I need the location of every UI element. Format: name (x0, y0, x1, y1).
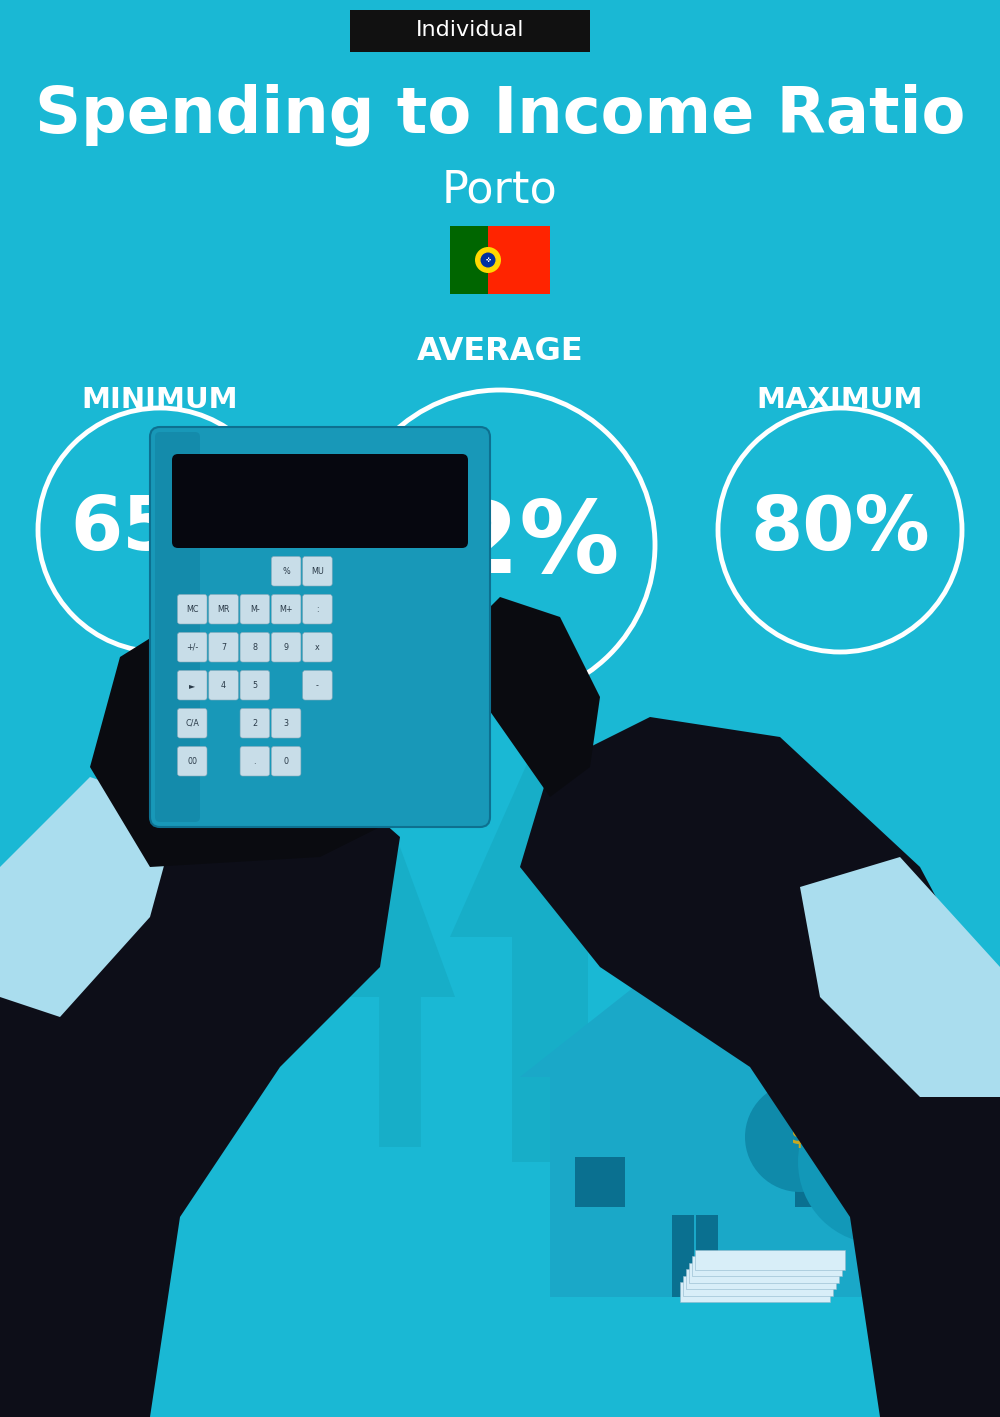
Text: 65%: 65% (70, 493, 250, 567)
FancyBboxPatch shape (271, 557, 301, 587)
FancyBboxPatch shape (303, 595, 332, 623)
Text: 0: 0 (284, 757, 289, 765)
Polygon shape (90, 606, 420, 867)
Text: 8: 8 (252, 643, 257, 652)
Text: 72%: 72% (380, 496, 620, 594)
FancyBboxPatch shape (271, 632, 301, 662)
FancyBboxPatch shape (350, 10, 590, 52)
Text: -: - (316, 680, 319, 690)
Bar (753, 932, 789, 942)
Polygon shape (520, 717, 1000, 1417)
Text: x: x (315, 643, 320, 652)
Text: 3: 3 (284, 718, 289, 728)
Bar (680, 1282, 830, 1302)
Circle shape (798, 1080, 962, 1244)
FancyBboxPatch shape (172, 453, 468, 548)
FancyBboxPatch shape (178, 632, 207, 662)
Bar (692, 1255, 842, 1275)
FancyBboxPatch shape (178, 670, 207, 700)
FancyBboxPatch shape (178, 708, 207, 738)
Bar (488, 225, 550, 293)
Bar (795, 1158, 845, 1207)
Text: ►: ► (189, 680, 195, 690)
Text: C/A: C/A (185, 718, 199, 728)
Bar (695, 1250, 845, 1270)
Circle shape (475, 247, 501, 273)
Bar (696, 1214, 718, 1297)
Bar (758, 937, 784, 992)
FancyBboxPatch shape (155, 432, 200, 822)
FancyBboxPatch shape (240, 708, 270, 738)
Text: MU: MU (311, 567, 324, 575)
FancyBboxPatch shape (303, 670, 332, 700)
Text: +/-: +/- (186, 643, 198, 652)
Bar (672, 1214, 694, 1297)
Text: M-: M- (250, 605, 260, 614)
Circle shape (745, 1083, 855, 1192)
Text: Porto: Porto (442, 169, 558, 211)
Text: 2: 2 (252, 718, 257, 728)
Text: Spending to Income Ratio: Spending to Income Ratio (35, 84, 965, 146)
Text: MC: MC (186, 605, 198, 614)
Polygon shape (460, 597, 600, 796)
Text: MR: MR (217, 605, 230, 614)
Polygon shape (450, 711, 650, 1162)
Polygon shape (345, 847, 455, 1146)
Bar (865, 1063, 895, 1085)
FancyBboxPatch shape (271, 595, 301, 623)
Text: Individual: Individual (416, 20, 524, 40)
Text: 9: 9 (284, 643, 289, 652)
Text: $: $ (791, 1125, 809, 1149)
Polygon shape (150, 537, 250, 638)
Text: 4: 4 (221, 680, 226, 690)
FancyBboxPatch shape (271, 708, 301, 738)
FancyBboxPatch shape (240, 632, 270, 662)
FancyBboxPatch shape (271, 747, 301, 777)
Text: $: $ (867, 1146, 894, 1185)
Polygon shape (520, 927, 900, 1077)
FancyBboxPatch shape (178, 595, 207, 623)
FancyBboxPatch shape (209, 670, 238, 700)
Text: .: . (254, 757, 256, 765)
FancyBboxPatch shape (240, 595, 270, 623)
Polygon shape (800, 857, 1000, 1097)
FancyBboxPatch shape (150, 427, 490, 828)
FancyBboxPatch shape (209, 595, 238, 623)
FancyBboxPatch shape (209, 632, 238, 662)
Text: AVERAGE: AVERAGE (417, 336, 583, 367)
Text: MINIMUM: MINIMUM (82, 385, 238, 414)
Text: %: % (282, 567, 290, 575)
Bar (686, 1270, 836, 1289)
FancyBboxPatch shape (303, 632, 332, 662)
Bar (450, 225, 488, 293)
Text: 00: 00 (187, 757, 197, 765)
FancyBboxPatch shape (178, 747, 207, 777)
Text: 80%: 80% (750, 493, 930, 567)
Text: :: : (316, 605, 319, 614)
Circle shape (480, 252, 496, 268)
Polygon shape (682, 792, 818, 1142)
Bar (575, 1158, 625, 1207)
Text: MAXIMUM: MAXIMUM (757, 385, 923, 414)
FancyBboxPatch shape (303, 557, 332, 587)
Text: 5: 5 (252, 680, 257, 690)
Bar (788, 1068, 812, 1087)
Text: M+: M+ (279, 605, 293, 614)
Bar (689, 1263, 839, 1282)
Polygon shape (0, 777, 180, 1017)
FancyBboxPatch shape (240, 747, 270, 777)
Text: 7: 7 (221, 643, 226, 652)
Text: ✜: ✜ (485, 258, 491, 262)
Bar (683, 1275, 833, 1295)
Bar (550, 1077, 870, 1297)
Polygon shape (0, 737, 400, 1417)
FancyBboxPatch shape (240, 670, 270, 700)
